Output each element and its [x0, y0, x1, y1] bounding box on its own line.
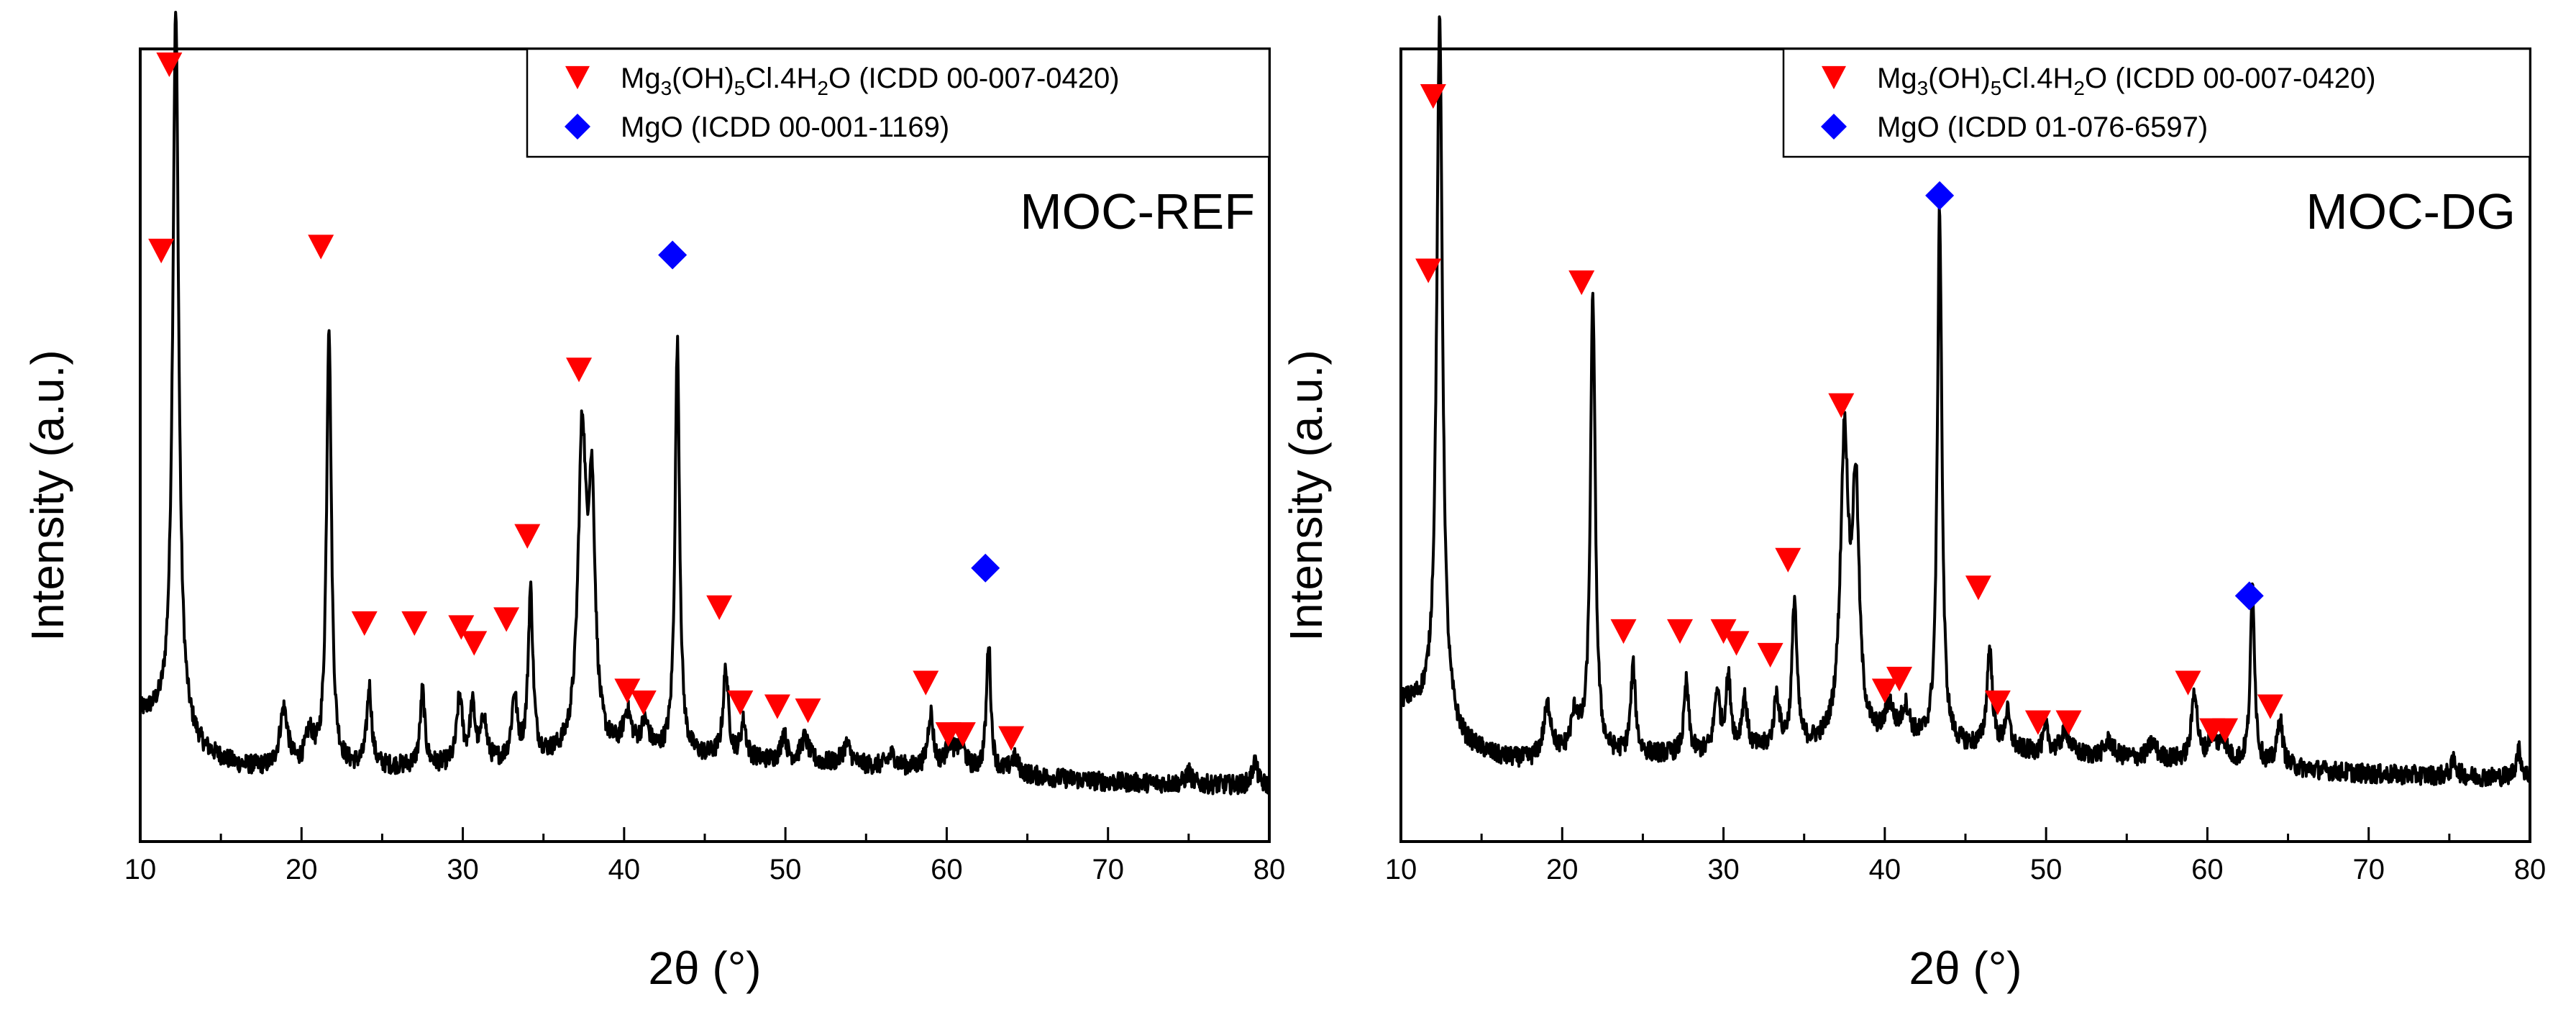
legend-diamond-icon — [1821, 114, 1847, 140]
moc-triangle-marker — [308, 234, 334, 260]
moc-triangle-marker — [1965, 575, 1991, 601]
moc-triangle-marker — [1886, 666, 1913, 692]
moc-triangle-marker — [614, 678, 641, 703]
legend-box — [1782, 47, 2531, 158]
moc-triangle-marker — [156, 52, 183, 78]
x-axis-title: 2θ (°) — [648, 942, 761, 994]
moc-triangle-marker — [1757, 642, 1783, 668]
panel-label: MOC-DG — [2306, 183, 2516, 240]
legend-triangle-icon — [1822, 65, 1846, 90]
mgo-diamond-marker — [658, 240, 688, 270]
legend-box — [526, 47, 1271, 158]
moc-triangle-marker — [493, 607, 520, 632]
x-tick-label: 20 — [286, 854, 318, 885]
moc-triangle-marker — [1667, 619, 1694, 644]
chart-panel-1: 10 20 30 40 50 60 70 80 2θ (°) Intensity (a.u.) Mg… — [22, 11, 1286, 994]
x-tick-label: 60 — [931, 854, 963, 885]
x-tick-label: 30 — [447, 854, 479, 885]
moc-triangle-marker — [1568, 270, 1595, 296]
moc-triangle-marker — [351, 611, 378, 637]
x-tick-label: 40 — [608, 854, 641, 885]
moc-triangle-marker — [764, 694, 790, 719]
moc-triangle-marker — [1723, 631, 1750, 656]
moc-triangle-marker — [1871, 678, 1898, 703]
moc-triangle-marker — [1984, 691, 2011, 716]
x-tick-label: 80 — [1253, 854, 1286, 885]
moc-triangle-marker — [727, 691, 754, 716]
moc-triangle-marker — [448, 615, 475, 640]
moc-triangle-marker — [630, 691, 657, 716]
x-tick-label: 30 — [1707, 854, 1740, 885]
legend-label: Mg3(OH)5Cl.4H2O (ICDD 00-007-0420) — [621, 63, 1120, 99]
y-axis-title: Intensity (a.u.) — [1280, 350, 1332, 642]
x-tick-label: 60 — [2191, 854, 2224, 885]
moc-triangle-marker — [566, 357, 593, 383]
x-tick-label: 70 — [1092, 854, 1124, 885]
x-tick-label: 50 — [769, 854, 802, 885]
moc-triangle-marker — [1828, 393, 1855, 418]
moc-triangle-marker — [401, 611, 428, 637]
moc-triangle-marker — [148, 238, 175, 264]
moc-triangle-marker — [461, 631, 488, 656]
x-tick-label: 40 — [1869, 854, 1901, 885]
xrd-pattern-line — [1399, 15, 2531, 788]
moc-triangle-marker — [706, 595, 733, 621]
x-tick-label: 10 — [1385, 854, 1417, 885]
mgo-diamond-marker — [1925, 181, 1955, 210]
mgo-diamond-marker — [971, 553, 1000, 583]
moc-triangle-marker — [2257, 694, 2283, 719]
moc-triangle-marker — [795, 698, 821, 724]
mgo-diamond-marker — [2234, 581, 2264, 611]
x-tick-label: 70 — [2352, 854, 2385, 885]
xrd-pattern-line — [139, 11, 1271, 796]
moc-triangle-marker — [514, 524, 541, 549]
legend-triangle-icon — [565, 65, 590, 90]
x-tick-label: 20 — [1546, 854, 1579, 885]
legend-label: Mg3(OH)5Cl.4H2O (ICDD 00-007-0420) — [1877, 63, 2376, 99]
moc-triangle-marker — [949, 722, 976, 747]
x-tick-label: 80 — [2514, 854, 2547, 885]
y-axis-title: Intensity (a.u.) — [22, 350, 73, 642]
legend-diamond-icon — [565, 114, 590, 140]
moc-triangle-marker — [1710, 619, 1737, 644]
legend: Mg3(OH)5Cl.4H2O (ICDD 00-007-0420) MgO (I… — [1782, 47, 2531, 158]
moc-triangle-marker — [913, 670, 939, 696]
legend-label: MgO (ICDD 00-001-1169) — [621, 111, 949, 143]
moc-triangle-marker — [2024, 710, 2051, 735]
x-axis-title: 2θ (°) — [1909, 942, 2022, 994]
moc-triangle-marker — [1775, 547, 1801, 573]
moc-triangle-marker — [2212, 718, 2239, 743]
panel-label: MOC-REF — [1020, 183, 1255, 240]
x-tick-label: 10 — [124, 854, 157, 885]
moc-triangle-marker — [2055, 710, 2082, 735]
moc-triangle-marker — [1415, 258, 1442, 283]
moc-triangle-marker — [2175, 670, 2201, 696]
moc-triangle-marker — [1610, 619, 1637, 644]
chart-panel-2: 10 20 30 40 50 60 70 80 2θ (°) Intensity (a.u.) Mg… — [1280, 15, 2547, 994]
legend: Mg3(OH)5Cl.4H2O (ICDD 00-007-0420) MgO (I… — [526, 47, 1271, 158]
x-tick-label: 50 — [2030, 854, 2063, 885]
moc-triangle-marker — [998, 726, 1025, 751]
moc-triangle-marker — [1420, 84, 1446, 109]
legend-label: MgO (ICDD 01-076-6597) — [1877, 111, 2208, 143]
